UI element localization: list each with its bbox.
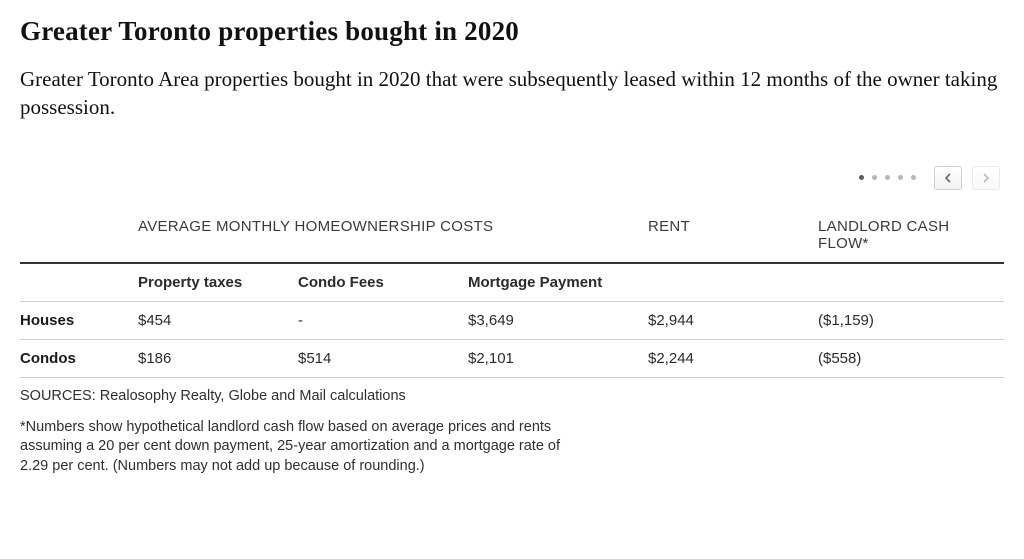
col-mortgage-payment: Mortgage Payment <box>468 263 648 302</box>
article-table-card: Greater Toronto properties bought in 202… <box>0 0 1024 496</box>
pager-dot[interactable] <box>898 175 903 180</box>
pager-next-button <box>972 166 1000 190</box>
cell-property-taxes: $186 <box>138 339 298 377</box>
col-group-costs: AVERAGE MONTHLY HOMEOWNERSHIP COSTS <box>138 208 648 263</box>
cell-cash-flow: ($558) <box>818 339 1004 377</box>
col-group-rent: RENT <box>648 208 818 263</box>
row-label: Houses <box>20 301 138 339</box>
col-group-flow: LANDLORD CASH FLOW* <box>818 208 1004 263</box>
cell-rent: $2,944 <box>648 301 818 339</box>
chevron-right-icon <box>982 173 990 183</box>
cell-rent: $2,244 <box>648 339 818 377</box>
col-property-taxes: Property taxes <box>138 263 298 302</box>
table-row: Condos $186 $514 $2,101 $2,244 ($558) <box>20 339 1004 377</box>
pager-dots <box>859 175 916 180</box>
pager <box>20 166 1004 190</box>
col-condo-fees: Condo Fees <box>298 263 468 302</box>
pager-dot[interactable] <box>885 175 890 180</box>
cell-condo-fees: - <box>298 301 468 339</box>
page-subtitle: Greater Toronto Area properties bought i… <box>20 65 1000 122</box>
table-sub-header-row: Property taxes Condo Fees Mortgage Payme… <box>20 263 1004 302</box>
footnote: *Numbers show hypothetical landlord cash… <box>20 418 580 477</box>
pager-prev-button[interactable] <box>934 166 962 190</box>
cell-mortgage-payment: $2,101 <box>468 339 648 377</box>
pager-dot[interactable] <box>911 175 916 180</box>
pager-dot[interactable] <box>872 175 877 180</box>
pager-dot[interactable] <box>859 175 864 180</box>
table-row: Houses $454 - $3,649 $2,944 ($1,159) <box>20 301 1004 339</box>
chevron-left-icon <box>944 173 952 183</box>
table-group-header-row: AVERAGE MONTHLY HOMEOWNERSHIP COSTS RENT… <box>20 208 1004 263</box>
row-label: Condos <box>20 339 138 377</box>
cell-property-taxes: $454 <box>138 301 298 339</box>
cell-mortgage-payment: $3,649 <box>468 301 648 339</box>
page-title: Greater Toronto properties bought in 202… <box>20 16 1004 47</box>
costs-table: AVERAGE MONTHLY HOMEOWNERSHIP COSTS RENT… <box>20 208 1004 378</box>
sources-line: SOURCES: Realosophy Realty, Globe and Ma… <box>20 388 1004 404</box>
cell-condo-fees: $514 <box>298 339 468 377</box>
cell-cash-flow: ($1,159) <box>818 301 1004 339</box>
